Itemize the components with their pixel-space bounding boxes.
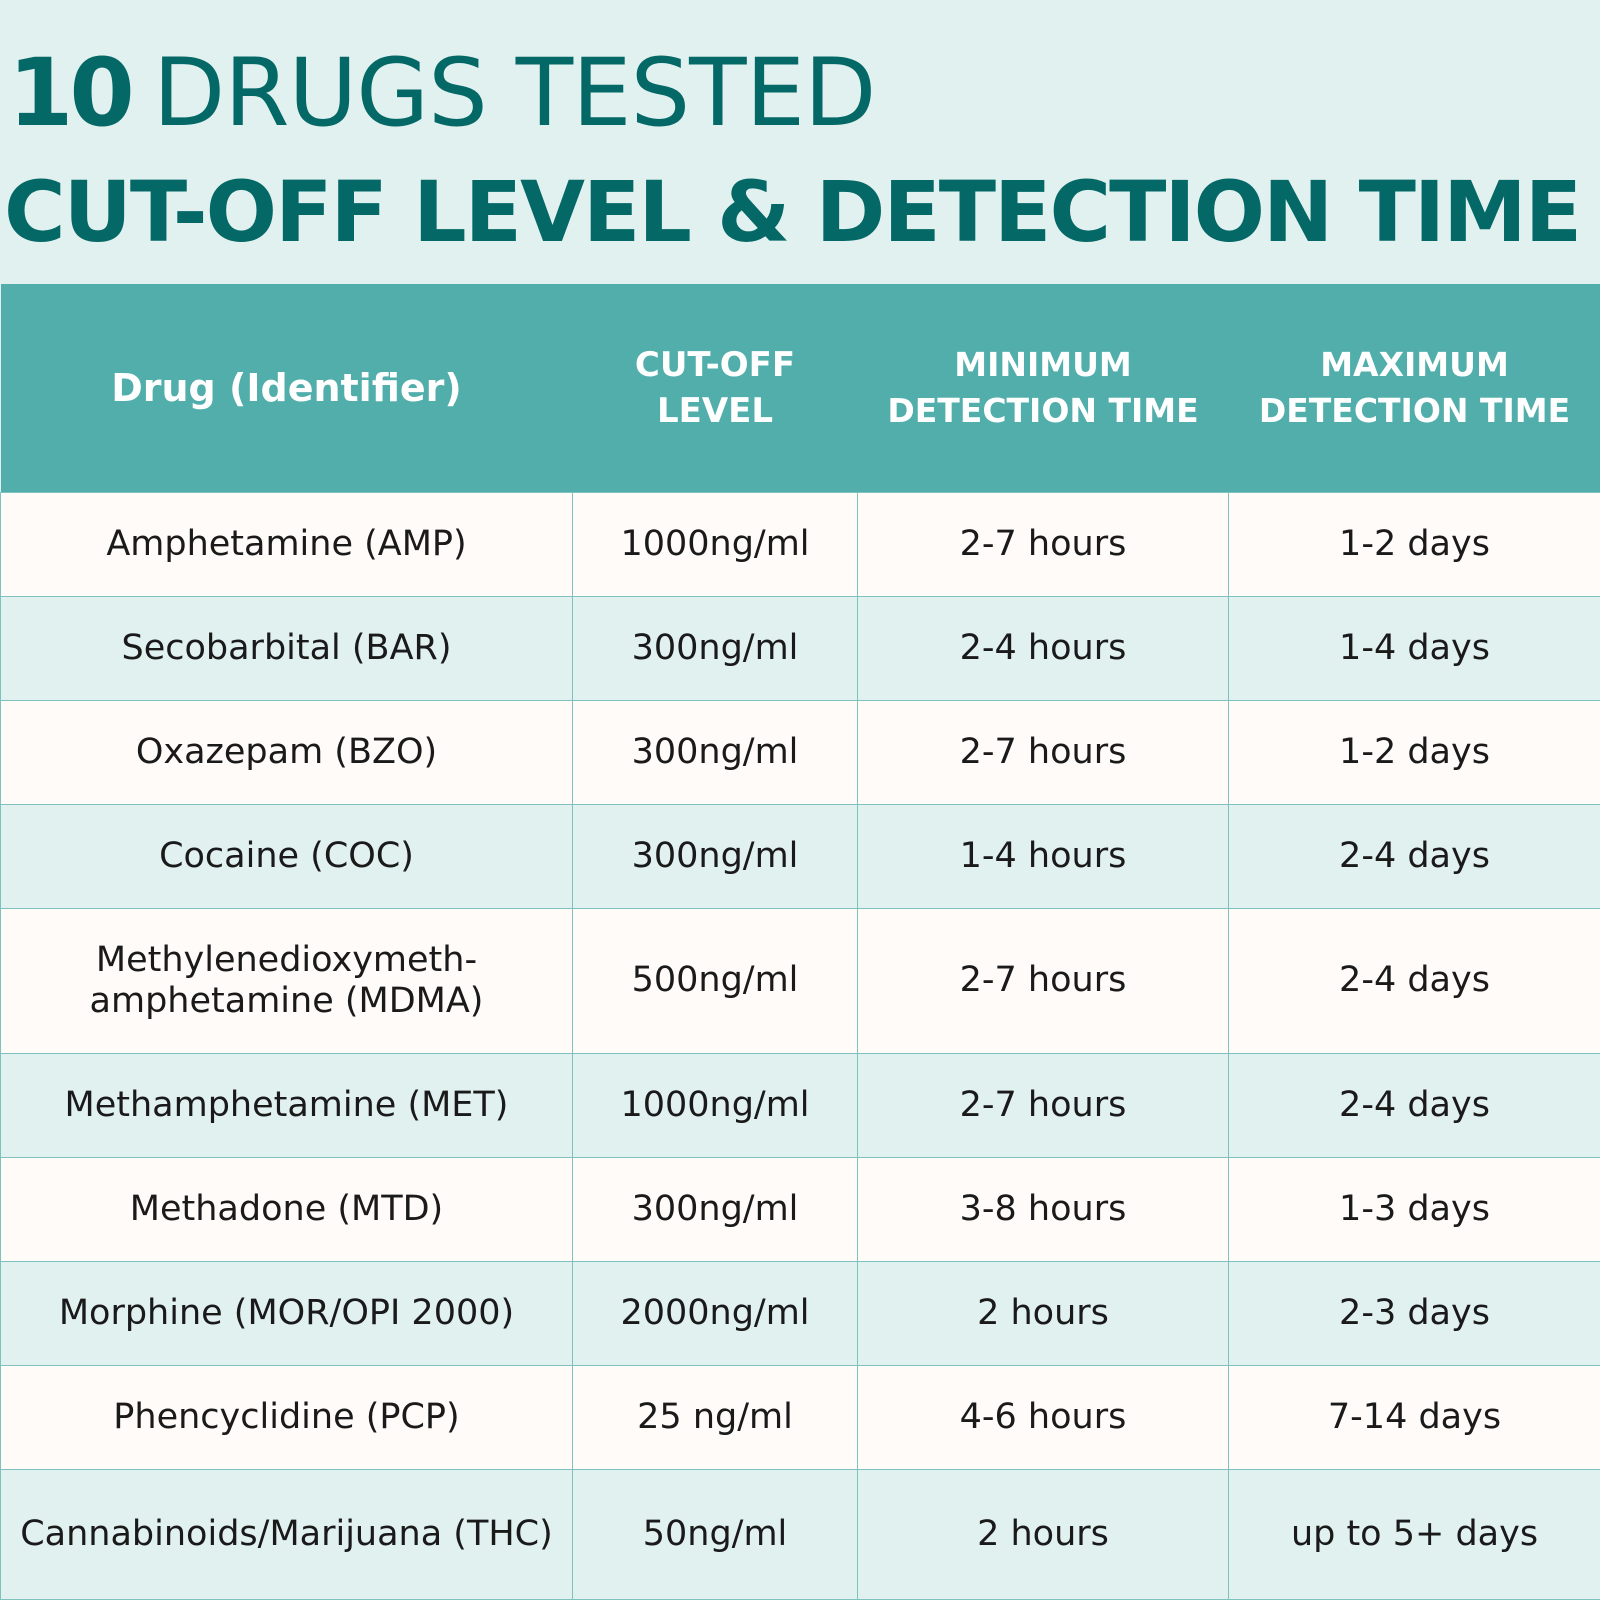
cell-cutoff: 300ng/ml (572, 803, 858, 909)
cell-drug: Methadone (MTD) (0, 1156, 573, 1262)
table-row: Amphetamine (AMP) 1000ng/ml 2-7 hours 1-… (0, 491, 1600, 597)
cell-max-time: 2-4 days (1228, 803, 1600, 909)
table-header-row: Drug (Identifier) CUT-OFF LEVEL MINIMUM … (0, 284, 1600, 492)
cell-drug: Amphetamine (AMP) (0, 491, 573, 597)
cell-drug: Secobarbital (BAR) (0, 595, 573, 701)
cell-min-time: 2-4 hours (857, 595, 1229, 701)
table-row: Morphine (MOR/OPI 2000) 2000ng/ml 2 hour… (0, 1260, 1600, 1366)
title-line-1: 10 DRUGS TESTED (8, 39, 877, 148)
cell-max-time: 1-2 days (1228, 491, 1600, 597)
header-max-detection: MAXIMUM DETECTION TIME (1228, 284, 1600, 492)
cell-min-time: 1-4 hours (857, 803, 1229, 909)
cell-max-time: 2-3 days (1228, 1260, 1600, 1366)
table-row: Secobarbital (BAR) 300ng/ml 2-4 hours 1-… (0, 595, 1600, 701)
cell-max-time: 1-3 days (1228, 1156, 1600, 1262)
cell-cutoff: 300ng/ml (572, 595, 858, 701)
cell-max-time: 1-4 days (1228, 595, 1600, 701)
title-block: 10 DRUGS TESTED CUT-OFF LEVEL & DETECTION… (0, 0, 1600, 284)
cell-drug: Phencyclidine (PCP) (0, 1364, 573, 1470)
cell-cutoff: 1000ng/ml (572, 491, 858, 597)
table-row: Cannabinoids/Marijuana (THC) 50ng/ml 2 h… (0, 1468, 1600, 1600)
header-cutoff-label: CUT-OFF LEVEL (634, 344, 796, 431)
cell-min-time: 2-7 hours (857, 491, 1229, 597)
drug-table: Drug (Identifier) CUT-OFF LEVEL MINIMUM … (0, 284, 1600, 1600)
cell-min-time: 3-8 hours (857, 1156, 1229, 1262)
table-row: Cocaine (COC) 300ng/ml 1-4 hours 2-4 day… (0, 803, 1600, 909)
header-min-detection: MINIMUM DETECTION TIME (857, 284, 1229, 492)
cell-drug: Cocaine (COC) (0, 803, 573, 909)
cell-min-time: 2-7 hours (857, 1052, 1229, 1158)
cell-drug: Methamphetamine (MET) (0, 1052, 573, 1158)
cell-max-time: 7-14 days (1228, 1364, 1600, 1470)
title-line-2: CUT-OFF LEVEL & DETECTION TIME (4, 163, 1582, 261)
table-row: Methadone (MTD) 300ng/ml 3-8 hours 1-3 d… (0, 1156, 1600, 1262)
cell-max-time: 2-4 days (1228, 907, 1600, 1054)
header-cutoff: CUT-OFF LEVEL (572, 284, 858, 492)
cell-max-time: 1-2 days (1228, 699, 1600, 805)
cell-drug: Cannabinoids/Marijuana (THC) (0, 1468, 573, 1600)
cell-drug: Oxazepam (BZO) (0, 699, 573, 805)
table-row: Methamphetamine (MET) 1000ng/ml 2-7 hour… (0, 1052, 1600, 1158)
cell-cutoff: 300ng/ml (572, 1156, 858, 1262)
cell-cutoff: 2000ng/ml (572, 1260, 858, 1366)
cell-min-time: 4-6 hours (857, 1364, 1229, 1470)
cell-min-time: 2 hours (857, 1468, 1229, 1600)
cell-min-time: 2 hours (857, 1260, 1229, 1366)
cell-drug: Morphine (MOR/OPI 2000) (0, 1260, 573, 1366)
cell-cutoff: 1000ng/ml (572, 1052, 858, 1158)
header-drug: Drug (Identifier) (0, 284, 573, 492)
cell-max-time: 2-4 days (1228, 1052, 1600, 1158)
table-row: Oxazepam (BZO) 300ng/ml 2-7 hours 1-2 da… (0, 699, 1600, 805)
cell-min-time: 2-7 hours (857, 907, 1229, 1054)
table-row: Phencyclidine (PCP) 25 ng/ml 4-6 hours 7… (0, 1364, 1600, 1470)
table-row: Methylenedioxymeth-amphetamine (MDMA) 50… (0, 907, 1600, 1054)
cell-cutoff: 50ng/ml (572, 1468, 858, 1600)
title-drugs-tested: DRUGS TESTED (152, 39, 877, 148)
cell-cutoff: 25 ng/ml (572, 1364, 858, 1470)
cell-cutoff: 500ng/ml (572, 907, 858, 1054)
cell-cutoff: 300ng/ml (572, 699, 858, 805)
cell-max-time: up to 5+ days (1228, 1468, 1600, 1600)
cell-drug: Methylenedioxymeth-amphetamine (MDMA) (0, 907, 573, 1054)
drug-count: 10 (8, 39, 135, 148)
cell-min-time: 2-7 hours (857, 699, 1229, 805)
